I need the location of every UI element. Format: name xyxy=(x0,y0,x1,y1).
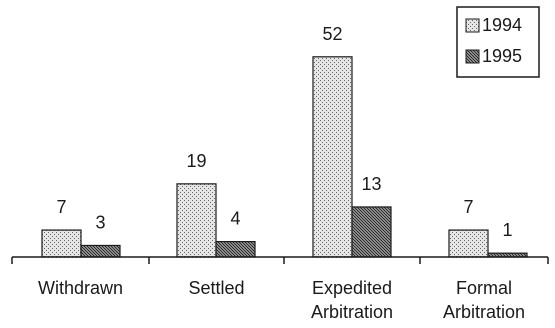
bar-1994-1 xyxy=(176,183,217,258)
category-label-3: Formal Arbitration xyxy=(443,278,525,322)
bar-1995-1 xyxy=(215,241,256,258)
legend-label-1995: 1995 xyxy=(482,46,522,66)
value-label-1994-3: 7 xyxy=(463,197,473,217)
category-label-2: Expedited Arbitration xyxy=(311,278,393,322)
value-label-1995-2: 13 xyxy=(361,174,381,194)
bar-1994-3 xyxy=(448,229,489,258)
value-label-1994-2: 52 xyxy=(322,24,342,44)
value-label-1995-0: 3 xyxy=(95,212,105,232)
bar-1994-0 xyxy=(41,229,82,258)
value-label-1994-1: 19 xyxy=(186,151,206,171)
legend-swatch-1994 xyxy=(465,18,480,33)
bars-layer xyxy=(41,56,528,258)
x-axis xyxy=(11,256,549,264)
legend-label-1994: 1994 xyxy=(482,15,522,35)
category-label-0: Withdrawn xyxy=(38,278,123,298)
bar-1994-2 xyxy=(312,56,353,258)
value-label-1995-1: 4 xyxy=(230,209,240,229)
bar-1995-2 xyxy=(351,206,392,258)
category-labels-layer: Withdrawn Settled Expedited Arbitration Form… xyxy=(38,278,525,322)
category-label-1: Settled xyxy=(188,278,244,298)
value-label-1994-0: 7 xyxy=(56,197,66,217)
legend-swatch-1995 xyxy=(465,49,480,64)
value-labels-layer: 7 19 52 7 3 4 13 1 xyxy=(56,24,512,240)
value-label-1995-3: 1 xyxy=(502,220,512,240)
legend: 1994 1995 xyxy=(456,6,540,78)
bar-1995-0 xyxy=(80,244,121,258)
